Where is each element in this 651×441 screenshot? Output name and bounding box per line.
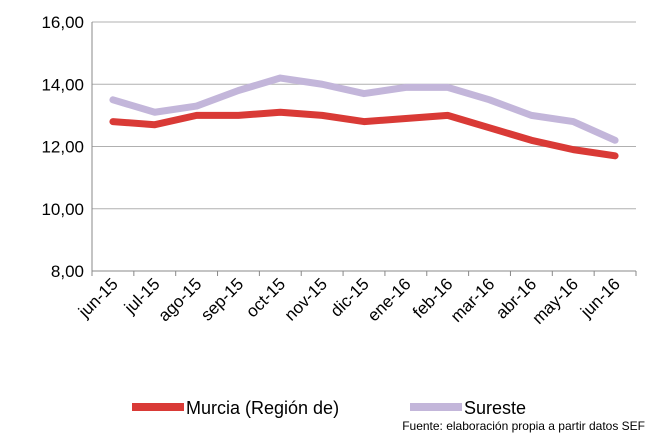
x-tick-label: ago-15 (155, 274, 206, 325)
y-tick-label: 10,00 (41, 200, 84, 219)
y-tick-label: 16,00 (41, 13, 84, 32)
legend-label: Murcia (Región de) (186, 398, 339, 418)
x-tick-label: may-16 (529, 274, 583, 328)
legend-label: Sureste (464, 398, 526, 418)
y-tick-label: 14,00 (41, 75, 84, 94)
series-line (109, 74, 619, 144)
source-note: Fuente: elaboración propia a partir dato… (402, 419, 645, 433)
x-tick-label: jun-16 (576, 274, 624, 322)
x-tick-label: oct-15 (242, 274, 289, 321)
x-tick-label: nov-15 (281, 274, 331, 324)
x-tick-label: mar-16 (447, 274, 499, 326)
y-tick-label: 12,00 (41, 138, 84, 157)
y-tick-label: 8,00 (51, 262, 84, 281)
x-tick-label: sep-15 (197, 274, 247, 324)
x-tick-label: ene-16 (364, 274, 415, 325)
series-line (109, 108, 619, 160)
x-tick-label: jun-15 (74, 274, 122, 322)
